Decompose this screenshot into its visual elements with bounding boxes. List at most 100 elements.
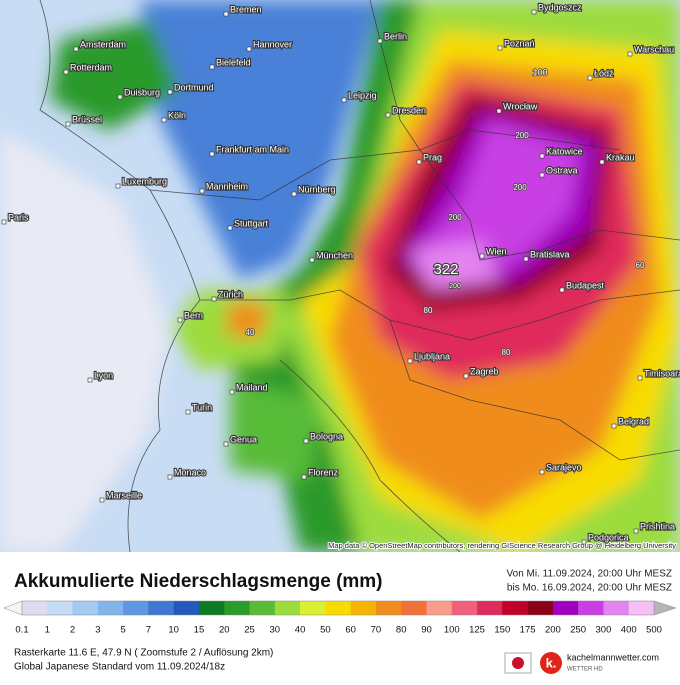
city-marker: [167, 89, 173, 95]
city-marker: [87, 377, 93, 383]
city-marker: [229, 389, 235, 395]
city-marker: [539, 172, 545, 178]
city-label: Dortmund: [174, 82, 214, 92]
legend-title: Akkumulierte Niederschlagsmenge (mm): [14, 571, 383, 592]
city-label: Sarajevo: [546, 462, 582, 472]
colorbar-tick-label: 7: [146, 625, 151, 636]
city-label: Zürich: [218, 289, 243, 299]
city-label: Prag: [423, 152, 442, 162]
city-label: Turin: [192, 402, 212, 412]
city-label: Zagreb: [470, 366, 499, 376]
city-marker: [65, 121, 71, 127]
city-label: Ljubljana: [414, 351, 450, 361]
city-marker: [385, 112, 391, 118]
city-marker: [479, 253, 485, 259]
colorbar-segment: [552, 601, 579, 615]
contour-label: 80: [502, 348, 511, 357]
contour-labels: 100 200 200 200 322 200 80 40 80 60: [245, 67, 646, 358]
colorbar-tick-label: 400: [621, 625, 637, 636]
city-marker: [581, 539, 587, 545]
city-marker: [497, 45, 503, 51]
valid-from: Von Mi. 11.09.2024, 20:00 Uhr MESZ: [507, 569, 672, 580]
city-marker: [223, 11, 229, 17]
city-label: Berlin: [384, 31, 407, 41]
colorbar-segment: [300, 601, 326, 615]
contour-label: 40: [246, 328, 255, 337]
colorbar-tick-label: 2: [70, 625, 75, 636]
city-marker: [167, 474, 173, 480]
map: Map data © OpenStreetMap contributors, r…: [0, 0, 680, 552]
valid-to: bis Mo. 16.09.2024, 20:00 Uhr MESZ: [507, 583, 672, 594]
colorbar-tick-label: 0.1: [15, 625, 28, 636]
contour-label: 200: [449, 283, 461, 290]
colorbar-tick-label: 25: [244, 625, 255, 636]
city-label: Rotterdam: [70, 62, 112, 72]
colorbar-segment: [198, 601, 225, 615]
city-label: Monaco: [174, 467, 206, 477]
city-marker: [73, 46, 79, 52]
colorbar-segment: [224, 601, 250, 615]
city-label: Paris: [8, 212, 29, 222]
city-label: Genua: [230, 434, 257, 444]
colorbar-tick-label: 15: [194, 625, 205, 636]
city-label: Bydgoszcz: [538, 2, 582, 12]
city-marker: [633, 528, 639, 534]
city-marker: [416, 159, 422, 165]
colorbar-tick-label: 5: [120, 625, 125, 636]
city-label: Bratislava: [530, 249, 570, 259]
contour-label: 80: [424, 306, 433, 315]
city-label: Luxemburg: [122, 176, 167, 186]
colorbar-segment: [502, 601, 528, 615]
colorbar-tick-label: 100: [444, 625, 460, 636]
city-labels: Bremen Bydgoszcz Amsterdam Hannover Berlin Po…: [1, 1, 680, 545]
city-label: Amsterdam: [80, 39, 126, 49]
city-marker: [117, 94, 123, 100]
brand: kachelmannwetter.com: [567, 652, 659, 662]
colorbar-segment: [148, 601, 174, 615]
city-marker: [407, 358, 413, 364]
colorbar-segment: [173, 601, 200, 615]
colorbar-segment: [72, 601, 99, 615]
city-label: Krakau: [606, 152, 635, 162]
colorbar-tick-label: 20: [219, 625, 230, 636]
city-marker: [246, 46, 252, 52]
colorbar-arrow-left: [3, 600, 23, 616]
city-marker: [209, 64, 215, 70]
city-label: Florenz: [308, 467, 339, 477]
colorbar-segment: [375, 601, 402, 615]
contour-label: 200: [515, 131, 529, 140]
city-marker: [115, 183, 121, 189]
city-label: Budapest: [566, 280, 605, 290]
city-label: Poznań: [504, 38, 535, 48]
city-label: Prishtina: [640, 521, 675, 531]
city-label: Wrocław: [503, 101, 538, 111]
city-label: Dresden: [392, 105, 426, 115]
colorbar-segment: [603, 601, 630, 615]
city-label: Nürnberg: [298, 184, 336, 194]
colorbar-tick-label: 200: [545, 625, 561, 636]
city-marker: [227, 225, 233, 231]
city-marker: [377, 38, 383, 44]
contour-label: 322: [433, 261, 458, 278]
colorbar-segment: [350, 601, 377, 615]
city-label: München: [316, 250, 353, 260]
city-marker: [627, 51, 633, 57]
city-label: Frankfurt am Main: [216, 144, 289, 154]
city-marker: [523, 256, 529, 262]
footer-line1: Rasterkarte 11.6 E, 47.9 N ( Zoomstufe 2…: [14, 648, 273, 659]
city-marker: [539, 469, 545, 475]
city-marker: [496, 108, 502, 114]
colorbar-segment: [451, 601, 478, 615]
city-marker: [1, 219, 7, 225]
city-label: Wien: [486, 246, 507, 256]
city-label: Köln: [168, 110, 186, 120]
colorbar-segment: [97, 601, 124, 615]
city-label: Belgrad: [618, 416, 649, 426]
city-marker: [599, 159, 605, 165]
city-marker: [303, 438, 309, 444]
colorbar-segment: [249, 601, 276, 615]
colorbar-segment: [274, 601, 301, 615]
brand-logo: [540, 652, 562, 674]
colorbar-tick-label: 250: [570, 625, 586, 636]
